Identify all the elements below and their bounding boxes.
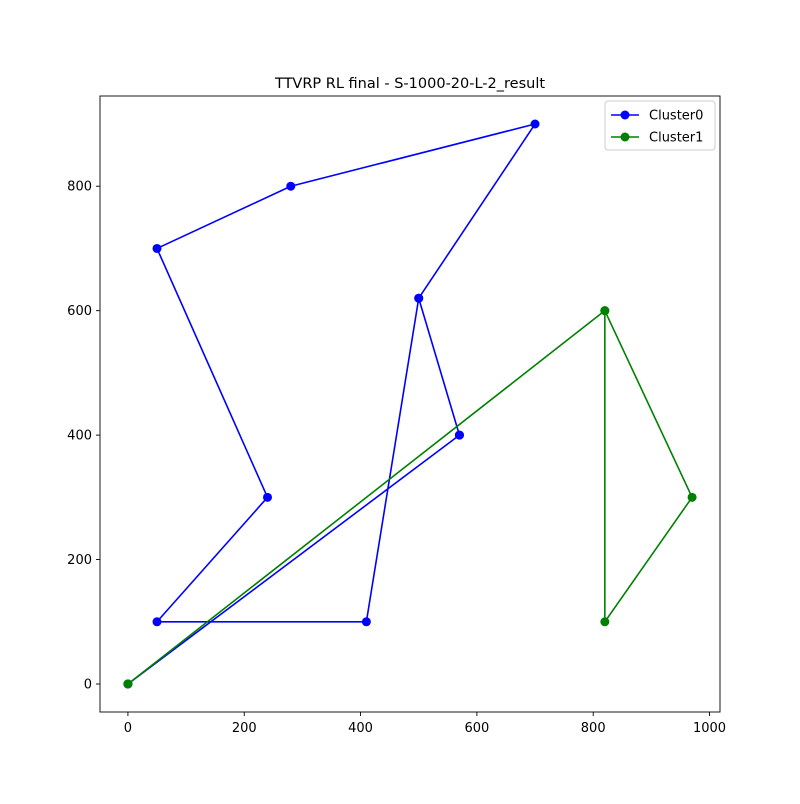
chart-title: TTVRP RL final - S-1000-20-L-2_result <box>274 76 545 92</box>
axes-layer: 0 200 400 600 800 1000 0 200 400 600 800 <box>67 95 726 736</box>
data-point <box>687 492 697 502</box>
data-point <box>286 181 296 191</box>
legend-marker-Cluster1 <box>620 132 630 142</box>
legend-label-Cluster0: Cluster0 <box>649 109 703 124</box>
data-point <box>263 492 273 502</box>
x-tick-label: 600 <box>464 721 489 736</box>
x-tick-label: 1000 <box>693 721 726 736</box>
x-tick-label: 400 <box>348 721 373 736</box>
x-tick-label: 800 <box>581 721 606 736</box>
data-point <box>123 679 133 689</box>
data-point <box>361 617 371 627</box>
x-tick-label: 200 <box>232 721 257 736</box>
series-line-Cluster1 <box>127 309 693 685</box>
y-tick-label: 600 <box>67 304 92 319</box>
legend: Cluster0 Cluster1 <box>604 100 716 151</box>
data-point <box>454 430 464 440</box>
y-tick-label: 800 <box>67 180 92 195</box>
plot-layer <box>123 119 697 689</box>
series-line-Cluster0 <box>127 123 536 685</box>
series-Cluster1 <box>123 306 697 689</box>
y-tick-label: 200 <box>67 553 92 568</box>
legend-label-Cluster1: Cluster1 <box>649 131 703 146</box>
x-tick-label: 0 <box>124 721 132 736</box>
axes-frame <box>99 95 721 713</box>
data-point <box>414 293 424 303</box>
data-point <box>530 119 540 129</box>
data-point <box>152 243 162 253</box>
legend-marker-Cluster0 <box>620 110 630 120</box>
data-point <box>600 617 610 627</box>
data-point <box>600 306 610 316</box>
y-tick-label: 400 <box>67 429 92 444</box>
data-point <box>152 617 162 627</box>
y-tick-label: 0 <box>84 678 92 693</box>
